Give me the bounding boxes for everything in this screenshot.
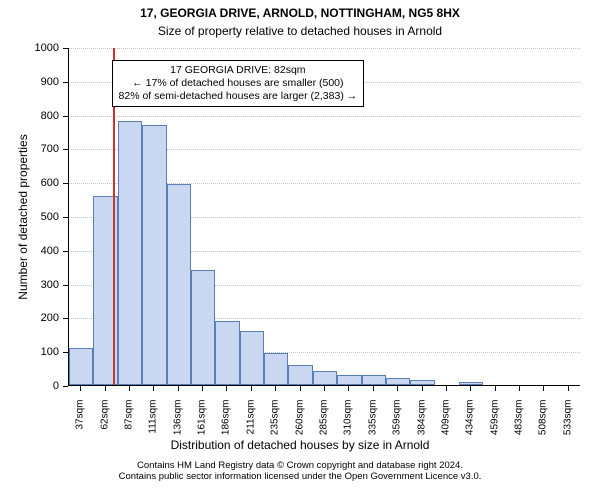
y-tick-mark bbox=[63, 82, 68, 83]
x-tick-mark bbox=[543, 386, 544, 391]
x-tick-mark bbox=[129, 386, 130, 391]
histogram-bar bbox=[459, 382, 483, 385]
x-tick-mark bbox=[519, 386, 520, 391]
histogram-bar bbox=[386, 378, 410, 385]
y-gridline bbox=[69, 116, 580, 117]
footer-attribution: Contains HM Land Registry data © Crown c… bbox=[0, 460, 600, 483]
chart-title-main: 17, GEORGIA DRIVE, ARNOLD, NOTTINGHAM, N… bbox=[0, 6, 600, 20]
x-tick-mark bbox=[251, 386, 252, 391]
annotation-box: 17 GEORGIA DRIVE: 82sqm← 17% of detached… bbox=[112, 60, 365, 107]
x-tick-mark bbox=[568, 386, 569, 391]
x-tick-mark bbox=[80, 386, 81, 391]
x-tick-mark bbox=[153, 386, 154, 391]
x-tick-mark bbox=[397, 386, 398, 391]
x-tick-mark bbox=[105, 386, 106, 391]
histogram-bar bbox=[191, 270, 215, 385]
histogram-bar bbox=[69, 348, 93, 385]
histogram-bar bbox=[240, 331, 264, 385]
histogram-bar bbox=[215, 321, 239, 385]
chart-title-sub: Size of property relative to detached ho… bbox=[0, 24, 600, 38]
x-tick-mark bbox=[178, 386, 179, 391]
y-tick-mark bbox=[63, 217, 68, 218]
histogram-bar bbox=[167, 184, 191, 385]
histogram-bar bbox=[288, 365, 312, 385]
y-tick-mark bbox=[63, 285, 68, 286]
x-tick-mark bbox=[324, 386, 325, 391]
x-tick-mark bbox=[348, 386, 349, 391]
histogram-bar bbox=[337, 375, 361, 385]
y-gridline bbox=[69, 48, 580, 49]
x-tick-mark bbox=[300, 386, 301, 391]
histogram-bar bbox=[410, 380, 434, 385]
histogram-bar bbox=[313, 371, 337, 385]
y-tick-mark bbox=[63, 149, 68, 150]
x-axis-label: Distribution of detached houses by size … bbox=[0, 438, 600, 452]
y-tick-mark bbox=[63, 386, 68, 387]
y-axis-label: Number of detached properties bbox=[16, 48, 30, 386]
y-tick-mark bbox=[63, 318, 68, 319]
x-tick-mark bbox=[202, 386, 203, 391]
x-tick-mark bbox=[275, 386, 276, 391]
y-tick-mark bbox=[63, 48, 68, 49]
histogram-bar bbox=[362, 375, 386, 385]
y-tick-mark bbox=[63, 251, 68, 252]
x-tick-mark bbox=[422, 386, 423, 391]
y-tick-mark bbox=[63, 352, 68, 353]
annotation-line-2: 82% of semi-detached houses are larger (… bbox=[119, 90, 358, 103]
annotation-line-0: 17 GEORGIA DRIVE: 82sqm bbox=[119, 64, 358, 77]
annotation-line-1: ← 17% of detached houses are smaller (50… bbox=[119, 77, 358, 90]
histogram-bar bbox=[264, 353, 288, 385]
histogram-bar bbox=[142, 125, 166, 385]
x-tick-mark bbox=[373, 386, 374, 391]
x-tick-mark bbox=[446, 386, 447, 391]
footer-line-0: Contains HM Land Registry data © Crown c… bbox=[0, 460, 600, 471]
x-tick-mark bbox=[470, 386, 471, 391]
x-tick-mark bbox=[226, 386, 227, 391]
footer-line-1: Contains public sector information licen… bbox=[0, 471, 600, 482]
x-tick-mark bbox=[495, 386, 496, 391]
y-tick-mark bbox=[63, 116, 68, 117]
histogram-bar bbox=[118, 121, 142, 385]
y-tick-mark bbox=[63, 183, 68, 184]
